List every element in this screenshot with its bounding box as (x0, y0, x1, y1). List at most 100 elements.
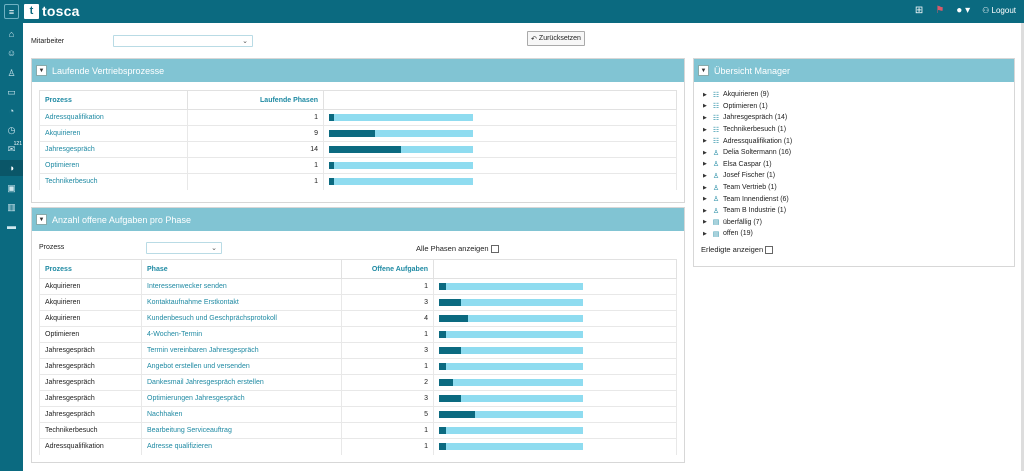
card-icon[interactable]: ▭ (7, 86, 16, 97)
cart-icon[interactable]: ▣ (7, 182, 16, 193)
expand-arrow-icon[interactable]: ▶ (703, 207, 707, 214)
car-icon[interactable]: ▬ (7, 221, 16, 231)
org-chart-icon[interactable]: ⊞ (914, 5, 924, 16)
col-offene-aufgaben[interactable]: Offene Aufgaben (341, 259, 434, 279)
expand-arrow-icon[interactable]: ▶ (703, 230, 707, 237)
dashboard-icon[interactable]: ◔ (8, 106, 15, 116)
prozess-select[interactable]: ⌄ (146, 242, 222, 254)
erledigte-toggle[interactable]: Erledigte anzeigen (701, 245, 774, 255)
phase-link[interactable]: 4-Wochen-Termin (141, 326, 342, 343)
col-prozess[interactable]: Prozess (39, 90, 188, 110)
tree-item[interactable]: ▶ ▤ offen (19) (703, 228, 792, 240)
progress-bar (439, 411, 583, 418)
table-row[interactable]: Jahresgespräch Termin vereinbaren Jahresg… (39, 342, 677, 359)
progress-bar-fill (439, 299, 461, 306)
phase-link[interactable]: Kundenbesuch und Geschprächsprotokoll (141, 310, 342, 327)
prozess-cell: Akquirieren (39, 278, 142, 295)
tree-item[interactable]: ▶ ☷ Akquirieren (9) (703, 89, 792, 101)
phase-link[interactable]: Angebot erstellen und versenden (141, 358, 342, 375)
tree-item[interactable]: ▶ ♙ Team Innendienst (6) (703, 193, 792, 205)
vertrieb-panel-header: ▼ Laufende Vertriebsprozesse (32, 59, 684, 82)
tree-item[interactable]: ▶ ☷ Optimieren (1) (703, 101, 792, 113)
table-row[interactable]: Akquirieren Kontaktaufnahme Erstkontakt 3 (39, 294, 677, 311)
tree-item[interactable]: ▶ ☷ Jahresgespräch (14) (703, 112, 792, 124)
prozess-link[interactable]: Optimieren (39, 157, 188, 174)
collapse-icon[interactable]: ▼ (698, 65, 709, 76)
prozess-link[interactable]: Akquirieren (39, 125, 188, 142)
phasen-count: 9 (187, 125, 324, 142)
phase-link[interactable]: Adresse qualifizieren (141, 438, 342, 455)
offen-count: 2 (341, 374, 434, 391)
table-row[interactable]: Technikerbesuch Bearbeitung Serviceauftra… (39, 422, 677, 439)
table-row[interactable]: Jahresgespräch Angebot erstellen und vers… (39, 358, 677, 375)
menu-icon[interactable]: ≡ (4, 4, 19, 19)
tree-item[interactable]: ▶ ☷ Adressqualifikation (1) (703, 135, 792, 147)
mail-icon[interactable]: ✉ 121 (7, 141, 22, 154)
collapse-icon[interactable]: ▼ (36, 214, 47, 225)
alle-phasen-checkbox[interactable] (490, 245, 499, 254)
expand-arrow-icon[interactable]: ▶ (703, 126, 707, 133)
reset-button[interactable]: ↶ Zurücksetzen (527, 31, 585, 46)
prozess-link[interactable]: Adressqualifikation (39, 109, 188, 126)
table-row[interactable]: Optimieren 4-Wochen-Termin 1 (39, 326, 677, 343)
expand-arrow-icon[interactable]: ▶ (703, 219, 707, 226)
table-row[interactable]: Jahresgespräch Nachhaken 5 (39, 406, 677, 423)
map-icon[interactable]: ▥ (7, 201, 16, 212)
tree-item[interactable]: ▶ ♙ Josef Fischer (1) (703, 170, 792, 182)
expand-arrow-icon[interactable]: ▶ (703, 172, 707, 179)
expand-arrow-icon[interactable]: ▶ (703, 196, 707, 203)
table-row[interactable]: Akquirieren 9 (39, 125, 677, 142)
expand-arrow-icon[interactable]: ▶ (703, 161, 707, 168)
bar-cell (433, 342, 677, 359)
table-row[interactable]: Akquirieren Kundenbesuch und Geschprächsp… (39, 310, 677, 327)
phase-link[interactable]: Dankesmail Jahresgespräch erstellen (141, 374, 342, 391)
erledigte-checkbox[interactable] (765, 246, 774, 255)
tree-item[interactable]: ▶ ☷ Technikerbesuch (1) (703, 124, 792, 136)
expand-arrow-icon[interactable]: ▶ (703, 138, 707, 145)
table-row[interactable]: Adressqualifikation Adresse qualifizieren… (39, 438, 677, 455)
bar-cell (323, 109, 677, 126)
phase-link[interactable]: Termin vereinbaren Jahresgespräch (141, 342, 342, 359)
expand-arrow-icon[interactable]: ▶ (703, 91, 707, 98)
clock-icon[interactable]: ◷ (7, 124, 16, 135)
collapse-icon[interactable]: ▼ (36, 65, 47, 76)
table-row[interactable]: Technikerbesuch 1 (39, 173, 677, 190)
sales-dashboard-icon[interactable]: ◑ (0, 160, 23, 176)
expand-arrow-icon[interactable]: ▶ (703, 149, 707, 156)
col-prozess[interactable]: Prozess (39, 259, 142, 279)
tree-item[interactable]: ▶ ♙ Delia Soltermann (16) (703, 147, 792, 159)
expand-arrow-icon[interactable]: ▶ (703, 103, 707, 110)
col-phase[interactable]: Phase (141, 259, 342, 279)
logout-button[interactable]: ⚇ Logout (982, 6, 1016, 15)
expand-arrow-icon[interactable]: ▶ (703, 184, 707, 191)
logo[interactable]: t tosca (24, 3, 80, 19)
alle-phasen-toggle[interactable]: Alle Phasen anzeigen (416, 244, 499, 254)
phase-link[interactable]: Nachhaken (141, 406, 342, 423)
table-row[interactable]: Akquirieren Interessenwecker senden 1 (39, 278, 677, 295)
contacts-icon[interactable]: ☺ (6, 48, 17, 58)
prozess-link[interactable]: Jahresgespräch (39, 141, 188, 158)
tree-item[interactable]: ▶ ♙ Elsa Caspar (1) (703, 159, 792, 171)
expand-arrow-icon[interactable]: ▶ (703, 114, 707, 121)
help-dropdown-icon[interactable]: ● ▾ (956, 5, 971, 16)
bar-cell (323, 141, 677, 158)
table-row[interactable]: Optimieren 1 (39, 157, 677, 174)
tree-item[interactable]: ▶ ▤ überfällig (7) (703, 217, 792, 229)
phase-link[interactable]: Bearbeitung Serviceauftrag (141, 422, 342, 439)
tree-item[interactable]: ▶ ♙ Team Vertrieb (1) (703, 182, 792, 194)
person-icon[interactable]: ♙ (7, 67, 16, 78)
tree-item[interactable]: ▶ ♙ Team B Industrie (1) (703, 205, 792, 217)
scrollbar[interactable] (1021, 23, 1024, 471)
table-row[interactable]: Jahresgespräch Dankesmail Jahresgespräch … (39, 374, 677, 391)
phase-link[interactable]: Interessenwecker senden (141, 278, 342, 295)
notification-icon[interactable]: ⚑ (935, 5, 945, 16)
table-row[interactable]: Jahresgespräch Optimierungen Jahresgesprä… (39, 390, 677, 407)
table-row[interactable]: Adressqualifikation 1 (39, 109, 677, 126)
phase-link[interactable]: Optimierungen Jahresgespräch (141, 390, 342, 407)
prozess-link[interactable]: Technikerbesuch (39, 173, 188, 190)
phase-link[interactable]: Kontaktaufnahme Erstkontakt (141, 294, 342, 311)
col-laufende-phasen[interactable]: Laufende Phasen (187, 90, 324, 110)
table-row[interactable]: Jahresgespräch 14 (39, 141, 677, 158)
mitarbeiter-select[interactable]: ⌄ (113, 35, 253, 47)
home-icon[interactable]: ⌂ (8, 29, 15, 39)
